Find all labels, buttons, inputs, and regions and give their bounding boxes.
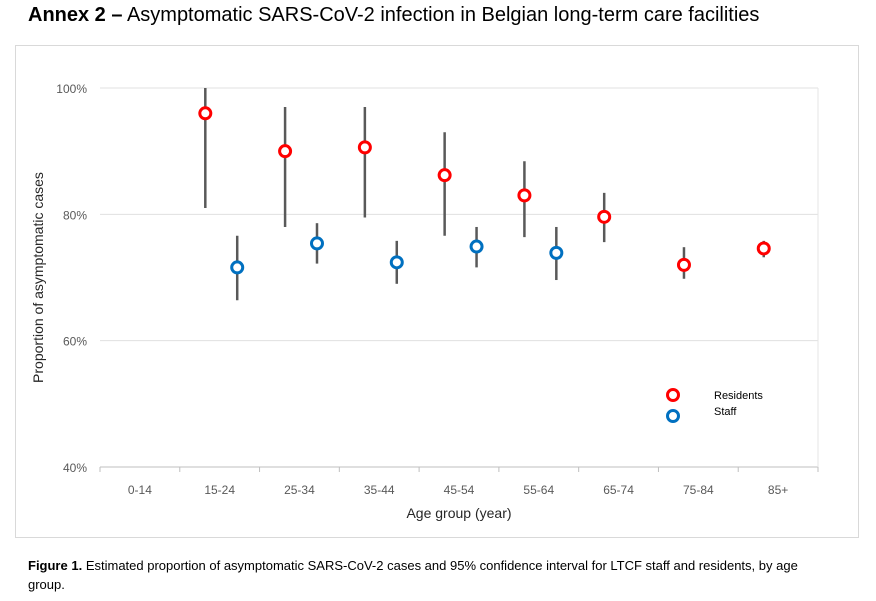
data-point-residents	[278, 144, 293, 159]
legend-marker	[666, 409, 680, 423]
data-point-residents	[676, 257, 691, 272]
data-point-staff	[469, 239, 484, 254]
y-tick-label: 80%	[63, 208, 87, 222]
data-point-residents	[756, 241, 771, 256]
page-title: Annex 2 – Asymptomatic SARS-CoV-2 infect…	[28, 4, 759, 27]
data-point-residents	[198, 106, 213, 121]
x-tick-label: 85+	[768, 483, 788, 497]
legend-label: Staff	[714, 406, 737, 418]
chart: 40% 60% 80% 100% 0-14 15-24 25-34 35-44 45-54 55-…	[30, 82, 819, 521]
x-tick-label: 75-84	[683, 483, 714, 497]
x-tick-label: 15-24	[204, 483, 235, 497]
figure-caption: Figure 1. Estimated proportion of asympt…	[28, 556, 828, 594]
data-point-residents	[517, 188, 532, 203]
x-tick-label: 0-14	[128, 483, 152, 497]
data-point-staff	[230, 260, 245, 275]
x-tick-label: 55-64	[523, 483, 554, 497]
data-point-residents	[437, 168, 452, 183]
figure-caption-label: Figure 1.	[28, 558, 83, 573]
x-tick-label: 45-54	[444, 483, 475, 497]
x-axis-title: Age group (year)	[406, 505, 511, 521]
legend-label: Residents	[714, 390, 763, 402]
x-tick-label: 65-74	[603, 483, 634, 497]
data-point-staff	[549, 245, 564, 260]
y-tick-label: 60%	[63, 335, 87, 349]
y-tick-label: 100%	[56, 82, 87, 96]
chart-frame	[15, 45, 859, 538]
x-tick-label: 35-44	[364, 483, 395, 497]
data-point-staff	[309, 236, 324, 251]
x-tick-label: 25-34	[284, 483, 315, 497]
page-title-text: Asymptomatic SARS-CoV-2 infection in Bel…	[126, 4, 760, 26]
y-tick-label: 40%	[63, 461, 87, 475]
data-point-staff	[389, 255, 404, 270]
y-axis-title: Proportion of asymptomatic cases	[30, 172, 46, 383]
data-point-residents	[597, 209, 612, 224]
page-title-prefix: Annex 2 –	[28, 4, 123, 26]
data-point-residents	[357, 140, 372, 155]
figure-caption-text: Estimated proportion of asymptomatic SAR…	[28, 558, 798, 592]
legend-marker	[666, 388, 680, 402]
